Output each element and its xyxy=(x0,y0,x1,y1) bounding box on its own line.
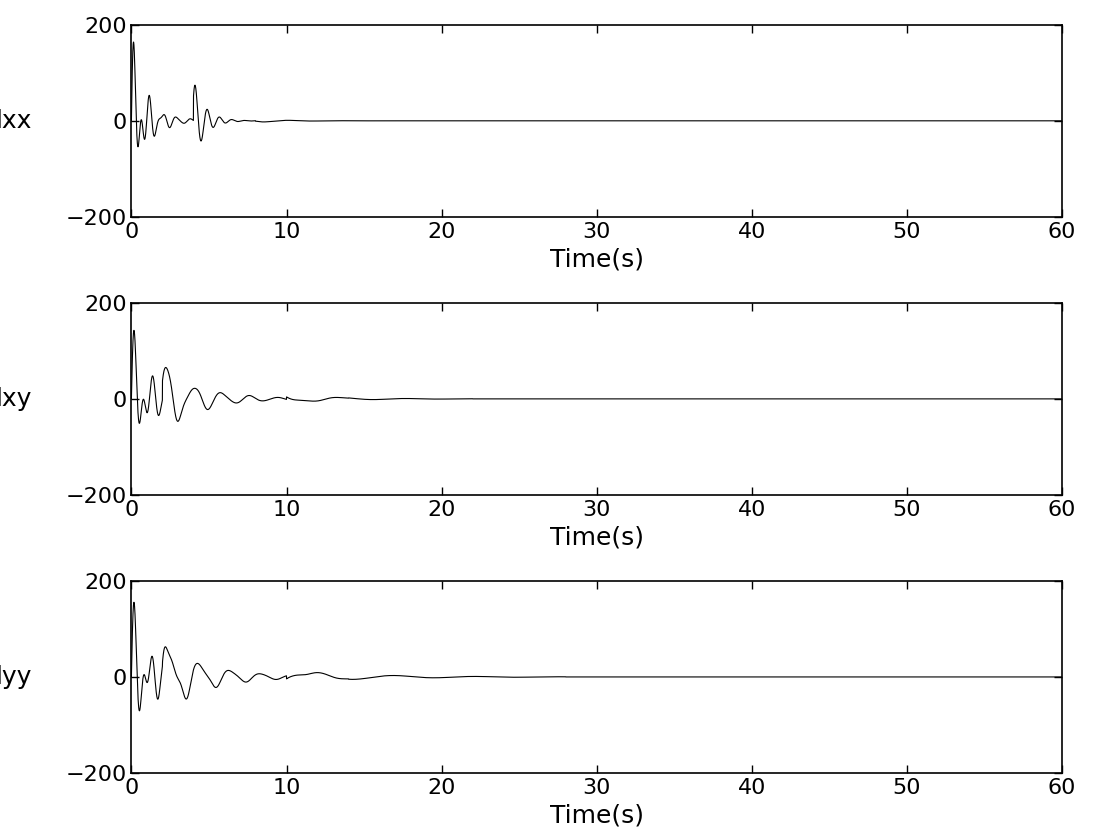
Y-axis label: dxy: dxy xyxy=(0,387,33,411)
X-axis label: Time(s): Time(s) xyxy=(550,804,644,827)
X-axis label: Time(s): Time(s) xyxy=(550,247,644,271)
X-axis label: Time(s): Time(s) xyxy=(550,525,644,549)
Y-axis label: dyy: dyy xyxy=(0,665,33,689)
Y-axis label: dxx: dxx xyxy=(0,109,33,133)
